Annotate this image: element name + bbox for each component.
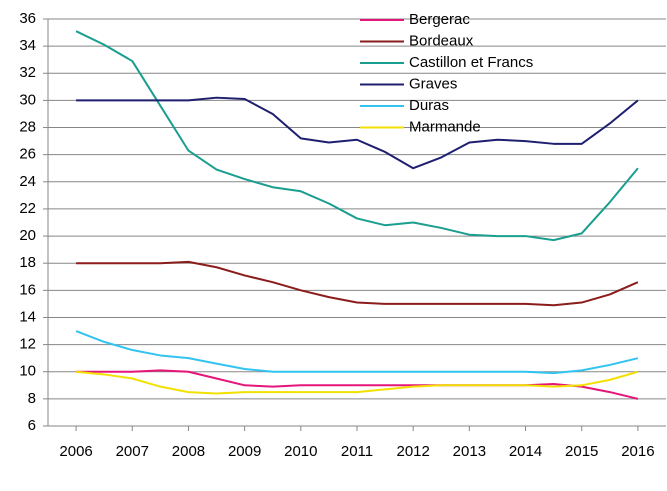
y-tick-label: 32 bbox=[19, 64, 36, 81]
y-tick-label: 8 bbox=[28, 390, 36, 407]
y-tick-label: 6 bbox=[28, 417, 36, 434]
x-tick-label: 2012 bbox=[396, 443, 429, 460]
y-tick-label: 30 bbox=[19, 91, 36, 108]
legend-label: Marmande bbox=[409, 118, 481, 135]
y-tick-label: 22 bbox=[19, 200, 36, 217]
x-tick-label: 2013 bbox=[453, 443, 486, 460]
x-tick-label: 2011 bbox=[341, 443, 373, 460]
x-tick-label: 2014 bbox=[509, 443, 542, 460]
y-tick-label: 18 bbox=[19, 254, 36, 271]
y-tick-label: 14 bbox=[19, 308, 36, 325]
legend-label: Duras bbox=[409, 97, 449, 114]
series-line bbox=[76, 369, 639, 400]
series-line bbox=[75, 30, 639, 242]
series-line bbox=[75, 370, 639, 395]
series-line bbox=[76, 96, 639, 170]
x-tick-label: 2015 bbox=[565, 443, 598, 460]
series-line bbox=[76, 260, 639, 307]
y-tick-label: 36 bbox=[19, 10, 36, 27]
y-tick-label: 28 bbox=[19, 119, 36, 136]
y-tick-label: 24 bbox=[19, 173, 36, 190]
x-tick-label: 2006 bbox=[59, 443, 92, 460]
x-tick-label: 2016 bbox=[621, 443, 654, 460]
x-tick-label: 2008 bbox=[172, 443, 205, 460]
y-tick-label: 10 bbox=[19, 363, 36, 380]
y-tick-label: 16 bbox=[19, 281, 36, 298]
y-tick-label: 20 bbox=[19, 227, 36, 244]
legend-label: Graves bbox=[409, 75, 457, 92]
x-tick-label: 2009 bbox=[228, 443, 261, 460]
x-tick-label: 2010 bbox=[284, 443, 317, 460]
y-tick-label: 34 bbox=[19, 37, 36, 54]
x-tick-label: 2007 bbox=[116, 443, 149, 460]
y-tick-label: 12 bbox=[19, 336, 36, 353]
legend-label: Bordeaux bbox=[409, 32, 474, 49]
legend-label: Castillon et Francs bbox=[409, 54, 533, 71]
legend-label: Bergerac bbox=[409, 11, 470, 28]
series-line bbox=[75, 330, 639, 375]
y-tick-label: 26 bbox=[19, 146, 36, 163]
